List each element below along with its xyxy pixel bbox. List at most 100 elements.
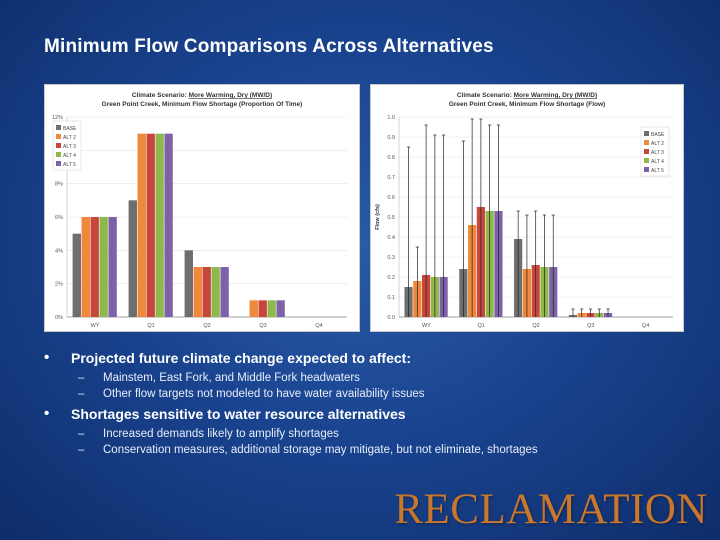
bar-base — [184, 250, 193, 317]
reclamation-logo: RECLAMATION — [394, 486, 708, 533]
y-tick-label: 6% — [55, 215, 63, 221]
y-tick-label: 0% — [55, 315, 63, 321]
legend-label: ALT 5 — [651, 168, 664, 174]
legend-label: ALT 4 — [63, 153, 76, 159]
dash-marker: – — [78, 372, 85, 384]
bar-alt-4 — [155, 133, 164, 317]
legend-swatch — [644, 167, 649, 172]
legend-swatch — [56, 125, 61, 130]
sub-bullet-list: – Mainstem, East Fork, and Middle Fork h… — [44, 370, 684, 402]
y-tick-label: 12% — [52, 115, 63, 121]
shortage-flow-chart: Climate Scenario: More Warming, Dry (MW/… — [370, 84, 684, 332]
x-tick-label: Q3 — [587, 323, 594, 329]
y-tick-label: 1.0 — [387, 115, 395, 121]
chart-title-scenario: More Warming, Dry (MW/D) — [514, 92, 598, 99]
dash-marker: – — [78, 428, 85, 440]
y-tick-label: 0.4 — [387, 235, 395, 241]
legend-swatch — [56, 152, 61, 157]
shortage-proportion-chart: Climate Scenario: More Warming, Dry (MW/… — [44, 84, 360, 332]
chart-title-prefix: Climate Scenario: — [132, 92, 189, 99]
sub-bullet-item: – Conservation measures, additional stor… — [44, 442, 684, 458]
x-tick-label: Q1 — [478, 323, 485, 329]
y-tick-label: 0.8 — [387, 155, 395, 161]
bar-alt-3 — [258, 300, 267, 317]
bar-alt-5 — [108, 217, 117, 317]
shortage-proportion-svg: Climate Scenario: More Warming, Dry (MW/… — [52, 92, 347, 329]
bar-alt-5 — [220, 267, 229, 317]
y-tick-label: 0.3 — [387, 255, 395, 261]
x-tick-label: Q3 — [259, 323, 266, 329]
y-tick-label: 2% — [55, 282, 63, 288]
legend-label: BASE — [63, 126, 77, 132]
y-tick-label: 0.1 — [387, 295, 395, 301]
bar-alt-5 — [276, 300, 285, 317]
bullet-dot: • — [44, 405, 50, 422]
dash-marker: – — [78, 444, 85, 456]
legend-label: BASE — [651, 132, 665, 138]
x-tick-label: Q4 — [315, 323, 322, 329]
y-axis-label: Flow (cfs) — [375, 204, 381, 230]
bullet-text: Shortages sensitive to water resource al… — [71, 406, 406, 422]
chart-subtitle: Green Point Creek, Minimum Flow Shortage… — [102, 101, 303, 108]
y-tick-label: 8% — [55, 182, 63, 188]
bullet-text: Projected future climate change expected… — [71, 350, 411, 366]
x-tick-label: WY — [422, 323, 431, 329]
bar-alt-3 — [90, 217, 99, 317]
bar-base — [72, 233, 81, 317]
legend-swatch — [644, 140, 649, 145]
legend-swatch — [56, 143, 61, 148]
bar-base — [128, 200, 137, 317]
sub-bullet-text: Mainstem, East Fork, and Middle Fork hea… — [103, 372, 360, 384]
chart-legend: BASE ALT 2 ALT 3 ALT 4 ALT 5 — [640, 126, 670, 177]
bar-alt-4 — [99, 217, 108, 317]
sub-bullet-item: – Increased demands likely to amplify sh… — [44, 426, 684, 442]
y-tick-label: 0.6 — [387, 195, 395, 201]
legend-swatch — [56, 134, 61, 139]
chart-title-prefix: Climate Scenario: — [457, 92, 514, 99]
bar-alt-4 — [267, 300, 276, 317]
slide-title: Minimum Flow Comparisons Across Alternat… — [44, 36, 494, 57]
chart-title: Climate Scenario: More Warming, Dry (MW/… — [457, 92, 597, 99]
bar-alt-3 — [202, 267, 211, 317]
bar-alt-2 — [137, 133, 146, 317]
bar-alt-2 — [81, 217, 90, 317]
bar-alt-5 — [164, 133, 173, 317]
y-tick-label: 0.5 — [387, 215, 395, 221]
sub-bullet-item: – Other flow targets not modeled to have… — [44, 386, 684, 402]
y-tick-label: 0.9 — [387, 135, 395, 141]
y-tick-label: 0.2 — [387, 275, 395, 281]
legend-label: ALT 3 — [63, 144, 76, 150]
x-tick-label: Q4 — [642, 323, 649, 329]
x-tick-label: Q2 — [203, 323, 210, 329]
sub-bullet-text: Conservation measures, additional storag… — [103, 444, 538, 456]
y-tick-label: 0.0 — [387, 315, 395, 321]
bar-alt-4 — [211, 267, 220, 317]
bullet-dot: • — [44, 349, 50, 366]
legend-swatch — [56, 161, 61, 166]
sub-bullet-text: Increased demands likely to amplify shor… — [103, 428, 339, 440]
chart-subtitle: Green Point Creek, Minimum Flow Shortage… — [449, 101, 605, 108]
legend-label: ALT 2 — [651, 141, 664, 147]
legend-swatch — [644, 158, 649, 163]
bar-alt-2 — [193, 267, 202, 317]
y-tick-label: 0.7 — [387, 175, 395, 181]
sub-bullet-list: – Increased demands likely to amplify sh… — [44, 426, 684, 458]
x-tick-label: WY — [91, 323, 100, 329]
sub-bullet-text: Other flow targets not modeled to have w… — [103, 388, 425, 400]
legend-label: ALT 4 — [651, 159, 664, 165]
bar-alt-2 — [249, 300, 258, 317]
chart-title: Climate Scenario: More Warming, Dry (MW/… — [132, 92, 272, 99]
y-tick-label: 4% — [55, 248, 63, 254]
chart-legend: BASE ALT 2 ALT 3 ALT 4 ALT 5 — [52, 120, 82, 171]
legend-label: ALT 5 — [63, 162, 76, 168]
legend-label: ALT 3 — [651, 150, 664, 156]
bar-alt-3 — [146, 133, 155, 317]
legend-swatch — [644, 131, 649, 136]
x-tick-label: Q1 — [147, 323, 154, 329]
shortage-flow-svg: Climate Scenario: More Warming, Dry (MW/… — [375, 92, 673, 329]
x-tick-label: Q2 — [532, 323, 539, 329]
bullet-item: • Shortages sensitive to water resource … — [44, 405, 684, 422]
legend-label: ALT 2 — [63, 135, 76, 141]
bullet-item: • Projected future climate change expect… — [44, 349, 684, 366]
legend-swatch — [644, 149, 649, 154]
